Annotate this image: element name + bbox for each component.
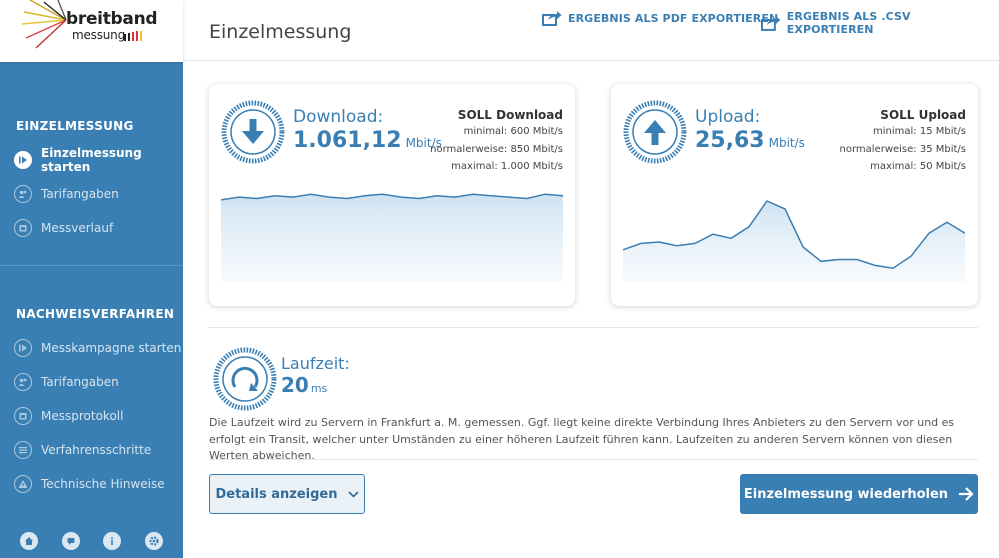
upload-chart [623,200,965,282]
section-title-einzelmessung: EINZELMESSUNG [16,119,134,133]
arrow-right-icon [959,487,974,501]
logo-bars-icon [124,31,142,41]
logo[interactable]: breitband messung [0,0,183,62]
home-icon[interactable] [19,532,38,550]
repeat-measurement-button[interactable]: Einzelmessung wiederholen [740,474,978,514]
upload-value: 25,63 [695,128,765,153]
download-chart-line [221,193,563,201]
details-button[interactable]: Details anzeigen [209,474,365,514]
sidebar-item-tarifangaben-2[interactable]: Tarifangaben [14,371,182,393]
sidebar-item-einzelmessung-starten[interactable]: Einzelmessung starten [14,146,182,174]
download-value: 1.061,12 [293,128,402,153]
latency-label: Laufzeit: [281,354,350,373]
logo-text-top: breitband [66,9,158,29]
chat-icon[interactable] [61,532,80,550]
list-icon [14,441,32,459]
play-icon [14,339,32,357]
upload-soll-max: maximal: 50 Mbit/s [870,161,966,172]
details-button-label: Details anzeigen [215,486,338,502]
download-soll-min: minimal: 600 Mbit/s [463,126,563,137]
page-title: Einzelmessung [209,21,352,43]
export-pdf-link[interactable]: ERGEBNIS ALS PDF EXPORTIEREN [542,10,778,26]
export-csv-link[interactable]: ERGEBNIS ALS .CSV EXPORTIEREN [761,10,999,36]
download-value-row: 1.061,12 Mbit/s [293,128,442,153]
download-soll-title: SOLL Download [457,108,563,122]
repeat-button-label: Einzelmessung wiederholen [743,486,949,502]
upload-chart-line [623,200,965,269]
upload-value-row: 25,63 Mbit/s [695,128,805,153]
header-divider [183,60,999,61]
sidebar-item-tarifangaben[interactable]: Tarifangaben [14,183,182,205]
info-icon[interactable] [103,532,122,550]
sidebar-item-label: Einzelmessung starten [41,146,142,174]
upload-soll-normal: normalerweise: 35 Mbit/s [839,143,966,155]
sidebar-item-technische-hinweise[interactable]: Technische Hinweise [14,473,182,495]
logo-text-bottom: messung [72,28,126,42]
download-card: Download: 1.061,12 Mbit/s SOLL Download m… [209,84,575,306]
latency-unit: ms [310,382,328,395]
sidebar-item-messkampagne-starten[interactable]: Messkampagne starten [14,337,182,359]
sidebar-item-messverlauf[interactable]: Messverlauf [14,217,182,239]
sidebar: breitband messung EINZELMESSUNG Einzelme… [0,0,183,558]
sidebar-item-messprotokoll[interactable]: Messprotokoll [14,405,182,427]
sidebar-divider [0,265,183,266]
export-pdf-label: ERGEBNIS ALS PDF EXPORTIEREN [568,11,779,25]
actions-divider [209,459,978,460]
share-icon [761,16,781,31]
download-soll-max: maximal: 1.000 Mbit/s [451,161,563,172]
sidebar-item-verfahrensschritte[interactable]: Verfahrensschritte [14,439,182,461]
sidebar-item-label: Messprotokoll [41,409,124,423]
download-soll-normal: normalerweise: 850 Mbit/s [430,143,563,155]
upload-gauge-icon [623,100,687,164]
sidebar-item-label: Tarifangaben [41,187,119,201]
upload-label: Upload: [695,107,761,127]
share-icon [542,11,562,26]
users-icon [14,185,32,203]
gear-icon[interactable] [145,532,164,550]
upload-unit: Mbit/s [768,136,805,150]
latency-note: Die Laufzeit wird zu Servern in Frankfur… [209,416,955,462]
latency-value: 20 [281,373,309,397]
upload-soll-min: minimal: 15 Mbit/s [873,126,966,137]
logo-rays-icon [22,0,67,49]
sidebar-item-label: Tarifangaben [41,375,119,389]
calendar-icon [14,219,32,237]
upload-soll-title: SOLL Upload [880,108,966,122]
download-chart [221,193,563,282]
latency-gauge-icon [213,347,277,411]
calendar-icon [14,407,32,425]
cards-divider [209,327,978,328]
download-chart-area [221,194,563,282]
sidebar-bottom-icons [0,524,183,558]
download-gauge-icon [221,100,285,164]
download-soll: SOLL Download minimal: 600 Mbit/s normal… [430,107,563,176]
sidebar-item-label: Messkampagne starten [41,341,182,355]
download-label: Download: [293,107,384,127]
warning-icon [14,475,32,493]
sidebar-item-label: Technische Hinweise [41,477,165,491]
sidebar-item-label: Verfahrensschritte [41,443,152,457]
upload-chart-area [623,201,965,282]
section-title-nachweisverfahren: NACHWEISVERFAHREN [16,307,175,321]
chevron-down-icon [347,490,359,498]
play-icon [14,151,32,169]
export-csv-label: ERGEBNIS ALS .CSV EXPORTIEREN [786,10,911,36]
users-icon [14,373,32,391]
download-unit: Mbit/s [405,136,442,150]
upload-soll: SOLL Upload minimal: 15 Mbit/s normalerw… [840,107,966,176]
upload-card: Upload: 25,63 Mbit/s SOLL Upload minimal:… [611,84,978,306]
sidebar-item-label: Messverlauf [41,221,114,235]
latency-value-row: 20 ms [281,373,327,397]
